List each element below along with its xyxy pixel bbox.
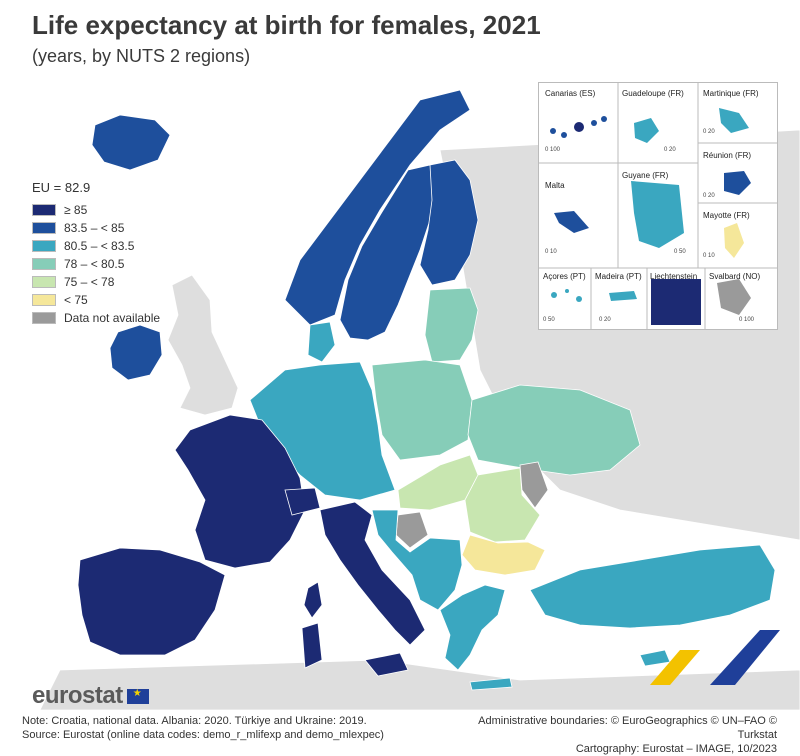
region-denmark [307, 321, 336, 363]
inset-label-martinique: Martinique (FR) [703, 89, 759, 98]
region-turkiye [529, 544, 776, 629]
inset-scale-guyane: 0 50 [674, 249, 686, 255]
region-romania [464, 467, 541, 543]
legend-label: ≥ 85 [64, 203, 88, 217]
region-north-africa [39, 659, 800, 710]
inset-label-malta: Malta [545, 181, 565, 190]
eu-flag-icon [126, 688, 149, 704]
region-finland [419, 159, 479, 286]
inset-martinique-shape [719, 108, 749, 133]
eurostat-logo: eurostat [32, 682, 149, 710]
region-bulgaria [461, 534, 546, 576]
legend-item: 75 – < 78 [32, 273, 160, 291]
legend-item: Data not available [32, 309, 160, 327]
footnote-note: Note: Croatia, national data. Albania: 2… [22, 715, 367, 727]
inset-label-mayotte: Mayotte (FR) [703, 211, 750, 220]
legend-swatch [32, 312, 56, 324]
legend-item: 80.5 – < 83.5 [32, 237, 160, 255]
region-ireland [109, 324, 163, 381]
inset-grid [539, 83, 777, 329]
legend-label: 83.5 – < 85 [64, 221, 125, 235]
inset-scale-acores: 0 50 [543, 317, 555, 323]
footnote-source-line: Source: Eurostat (online data codes: dem… [22, 729, 384, 741]
inset-scale-svalbard: 0 100 [739, 317, 755, 323]
legend-swatch [32, 294, 56, 306]
inset-label-guadeloupe: Guadeloupe (FR) [622, 89, 684, 98]
inset-guadeloupe-shape [634, 118, 659, 143]
legend-swatch [32, 204, 56, 216]
map-subtitle: (years, by NUTS 2 regions) [32, 46, 251, 66]
legend-label: 78 – < 80.5 [64, 257, 125, 271]
inset-scale-guadeloupe: 0 20 [664, 147, 676, 153]
inset-label-guyane: Guyane (FR) [622, 171, 669, 180]
footnote-source: Note: Croatia, national data. Albania: 2… [22, 714, 384, 742]
eurostat-logo-text: eurostat [32, 682, 123, 709]
legend-swatch [32, 276, 56, 288]
inset-scale-martinique: 0 20 [703, 129, 715, 135]
inset-svalbard-shape [717, 279, 751, 315]
footnote-cartography: Cartography: Eurostat – IMAGE, 10/2023 [575, 743, 777, 755]
region-italy [319, 501, 426, 646]
region-sardinia [301, 622, 323, 669]
region-switzerland [284, 487, 321, 516]
inset-liechtenstein-shape [651, 279, 701, 325]
legend-item: ≥ 85 [32, 201, 160, 219]
inset-madeira-shape [609, 291, 637, 301]
region-iceland [91, 114, 171, 171]
region-greece [439, 584, 506, 671]
legend-item: < 75 [32, 291, 160, 309]
legend-item: 78 – < 80.5 [32, 255, 160, 273]
inset-scale-canarias: 0 100 [545, 147, 561, 153]
region-france [174, 414, 306, 569]
region-norway [284, 89, 471, 326]
region-sicily [364, 652, 409, 677]
brand-stripe-yellow [650, 650, 700, 685]
map-legend: EU = 82.9 ≥ 85 83.5 – < 85 80.5 – < 83.5 78… [32, 180, 160, 327]
inset-acores-shapes [551, 289, 582, 302]
inset-label-madeira: Madeira (PT) [595, 272, 642, 281]
footnote-credits: Administrative boundaries: © EuroGeograp… [445, 714, 777, 756]
legend-label: 75 – < 78 [64, 275, 115, 289]
legend-swatch [32, 240, 56, 252]
legend-label: 80.5 – < 83.5 [64, 239, 135, 253]
region-balkans [371, 509, 463, 611]
map-title: Life expectancy at birth for females, 20… [32, 10, 541, 40]
legend-swatch [32, 258, 56, 270]
region-cyprus [639, 649, 671, 667]
inset-label-svalbard: Svalbard (NO) [709, 272, 761, 281]
inset-label-reunion: Réunion (FR) [703, 151, 752, 160]
legend-item: 83.5 – < 85 [32, 219, 160, 237]
region-iberia [77, 547, 226, 656]
region-poland-czechia [371, 359, 473, 461]
inset-mayotte-shape [724, 223, 744, 258]
inset-malta-shape [554, 211, 589, 233]
inset-scale-reunion: 0 20 [703, 193, 715, 199]
inset-scale-malta: 0 10 [545, 249, 557, 255]
inset-label-liechtenstein: Liechtenstein [650, 272, 698, 281]
inset-canarias-shapes [550, 116, 607, 138]
region-baltics [424, 287, 479, 363]
legend-swatch [32, 222, 56, 234]
footnote-boundaries: Administrative boundaries: © EuroGeograp… [478, 715, 777, 741]
inset-guyane-shape [631, 181, 684, 248]
inset-scale-mayotte: 0 10 [703, 253, 715, 259]
legend-label: < 75 [64, 293, 88, 307]
brand-stripe-blue [710, 630, 780, 685]
region-ukraine [467, 384, 641, 476]
inset-label-acores: Açores (PT) [543, 272, 586, 281]
region-corsica [303, 581, 323, 619]
legend-label: Data not available [64, 311, 161, 325]
inset-label-canarias: Canarias (ES) [545, 89, 596, 98]
region-uk [167, 274, 239, 416]
region-crete [469, 677, 513, 691]
inset-panel: Canarias (ES) 0 100 Guadeloupe (FR) 0 20… [538, 82, 778, 330]
inset-reunion-shape [724, 171, 751, 195]
inset-scale-madeira: 0 20 [599, 317, 611, 323]
legend-title: EU = 82.9 [32, 180, 91, 195]
